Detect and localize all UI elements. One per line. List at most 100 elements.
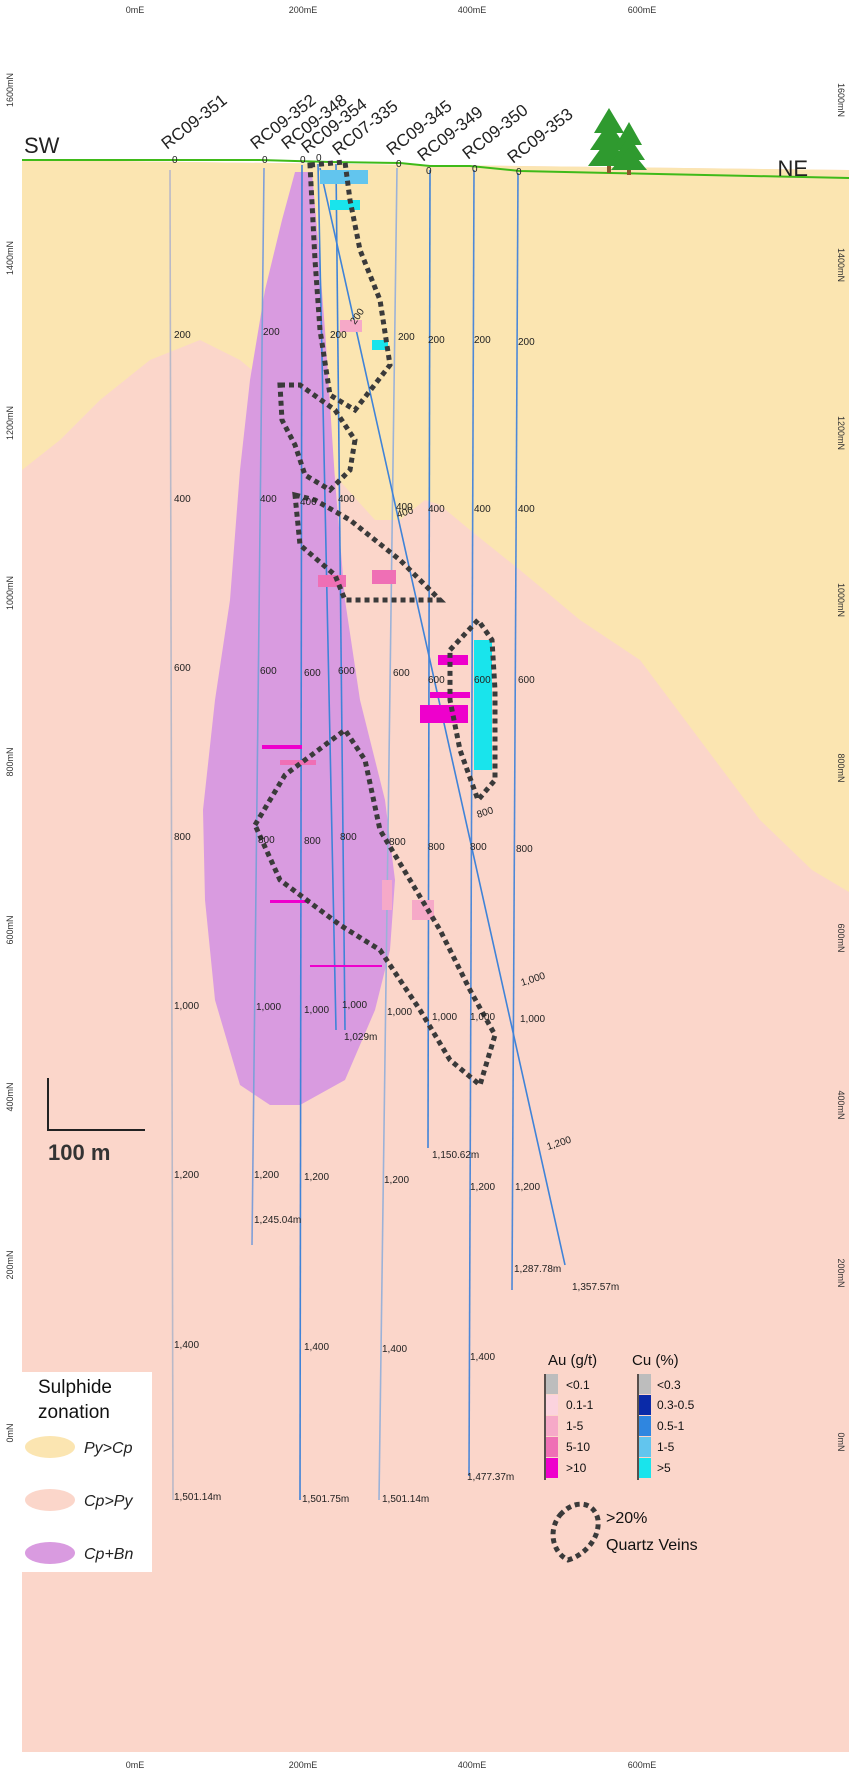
northing-label: 0mN — [836, 1432, 846, 1451]
au-swatch — [546, 1395, 558, 1415]
depth-label: 1,000 — [342, 1000, 367, 1011]
depth-label: 200 — [428, 335, 445, 346]
depth-label: 1,400 — [304, 1342, 329, 1353]
depth-label: 800 — [340, 832, 357, 843]
depth-label: 1,400 — [174, 1340, 199, 1351]
zone-cp-bn — [203, 172, 395, 1105]
end-depth-label: 1,357.57m — [572, 1282, 619, 1293]
depth-label: 0 — [172, 155, 178, 166]
northing-label: 1400mN — [5, 241, 15, 275]
cu-swatch — [639, 1374, 651, 1394]
depth-label: 200 — [398, 332, 415, 343]
depth-label: 600 — [338, 666, 355, 677]
hole-trace — [511, 172, 519, 1291]
depth-labels: 0 200 400 600 800 1,000 1,200 1,400 1,50… — [172, 153, 619, 1505]
northing-label: 800mN — [836, 753, 846, 782]
grade-key: Au (g/t) Cu (%) <0.1 0.1-1 1-5 5-10 >10 … — [544, 1352, 698, 1563]
depth-label: 800 — [304, 836, 321, 847]
northing-label: 1000mN — [836, 583, 846, 617]
depth-label: 600 — [393, 668, 410, 679]
cu-swatch — [639, 1416, 651, 1436]
depth-label: 400 — [396, 502, 413, 513]
au-key-label: <0.1 — [566, 1378, 590, 1392]
quartz-vein-icon — [550, 1501, 601, 1563]
northing-label: 400mN — [836, 1090, 846, 1119]
au-key-label: 1-5 — [566, 1419, 584, 1433]
zonation-areas — [22, 160, 849, 1752]
hole-trace — [468, 169, 475, 1477]
easting-label-top: 200mE — [289, 5, 318, 15]
northing-label: 1600mN — [5, 73, 15, 107]
easting-label-bottom: 400mE — [458, 1760, 487, 1770]
depth-label: 0 — [316, 153, 322, 164]
end-depth-label: 1,501.75m — [302, 1494, 349, 1505]
depth-label: 400 — [338, 494, 355, 505]
cu-key-label: 0.5-1 — [657, 1419, 685, 1433]
depth-label: 400 — [300, 497, 317, 508]
legend-swatch — [25, 1542, 75, 1564]
au-key-label: >10 — [566, 1461, 587, 1475]
depth-label: 800 — [174, 832, 191, 843]
depth-label: 800 — [258, 835, 275, 846]
cu-swatch — [639, 1395, 651, 1415]
depth-label: 600 — [260, 666, 277, 677]
vein-outline — [447, 616, 498, 805]
depth-label: 0 — [472, 164, 478, 175]
end-depth-label: 1,501.14m — [382, 1494, 429, 1505]
depth-label: 1,000 — [304, 1005, 329, 1016]
northing-label: 1600mN — [836, 83, 846, 117]
depth-label: 1,000 — [470, 1012, 495, 1023]
northing-label: 400mN — [5, 1082, 15, 1111]
northing-label: 1400mN — [836, 248, 846, 282]
northing-label: 1200mN — [836, 416, 846, 450]
cu-key-label: 0.3-0.5 — [657, 1398, 695, 1412]
sulphide-legend: Sulphide zonation Py>Cp Cp>Py Cp+Bn — [22, 1372, 152, 1572]
end-depth-label: 1,501.14m — [174, 1492, 221, 1503]
depth-label: 1,400 — [382, 1344, 407, 1355]
depth-label: 1,200 — [384, 1175, 409, 1186]
depth-label: 200 — [263, 327, 280, 338]
end-depth-label: 1,245.04m — [254, 1215, 301, 1226]
northing-grid-labels-left: 1600mN 1400mN 1200mN 1000mN 800mN 600mN … — [5, 73, 15, 1443]
hole-trace — [335, 163, 346, 1031]
northing-label: 1000mN — [5, 576, 15, 610]
hole-trace — [317, 163, 337, 1031]
legend-title: zonation — [38, 1402, 110, 1423]
au-key-label: 5-10 — [566, 1440, 590, 1454]
depth-label: 1,200 — [254, 1170, 279, 1181]
legend-swatch — [25, 1489, 75, 1511]
northing-grid-labels-right: 1600mN 1400mN 1200mN 1000mN 800mN 600mN … — [836, 83, 846, 1452]
legend-label: Cp>Py — [84, 1493, 133, 1510]
depth-label: 0 — [426, 166, 432, 177]
au-swatch — [546, 1458, 558, 1478]
depth-label: 400 — [474, 504, 491, 515]
depth-label: 0 — [396, 159, 402, 170]
vein-key-label: >20% — [606, 1510, 647, 1527]
northing-label: 200mN — [836, 1258, 846, 1287]
vein-outline — [252, 726, 498, 1090]
vein-outline — [292, 491, 447, 603]
easting-label-bottom: 200mE — [289, 1760, 318, 1770]
end-depth-label: 1,150.62m — [432, 1150, 479, 1161]
depth-label: 1,400 — [470, 1352, 495, 1363]
depth-label: 800 — [476, 805, 496, 821]
northing-label: 600mN — [5, 915, 15, 944]
trees-icon — [588, 108, 647, 175]
northing-label: 200mN — [5, 1250, 15, 1279]
ne-label: NE — [777, 156, 808, 181]
cu-key-title: Cu (%) — [632, 1352, 679, 1369]
quartz-vein-outlines — [252, 159, 498, 1090]
au-key-title: Au (g/t) — [548, 1352, 597, 1369]
vein-key-label: Quartz Veins — [606, 1537, 698, 1554]
cu-key-label: >5 — [657, 1461, 671, 1475]
hole-trace — [251, 167, 265, 1246]
northing-label: 0mN — [5, 1423, 15, 1442]
depth-label: 400 — [428, 504, 445, 515]
depth-label: 0 — [300, 155, 306, 166]
depth-label: 1,200 — [515, 1182, 540, 1193]
scale-bar: 100 m — [47, 1078, 145, 1165]
end-depth-label: 1,477.37m — [467, 1472, 514, 1483]
cu-key-label: <0.3 — [657, 1378, 681, 1392]
au-swatch — [546, 1416, 558, 1436]
